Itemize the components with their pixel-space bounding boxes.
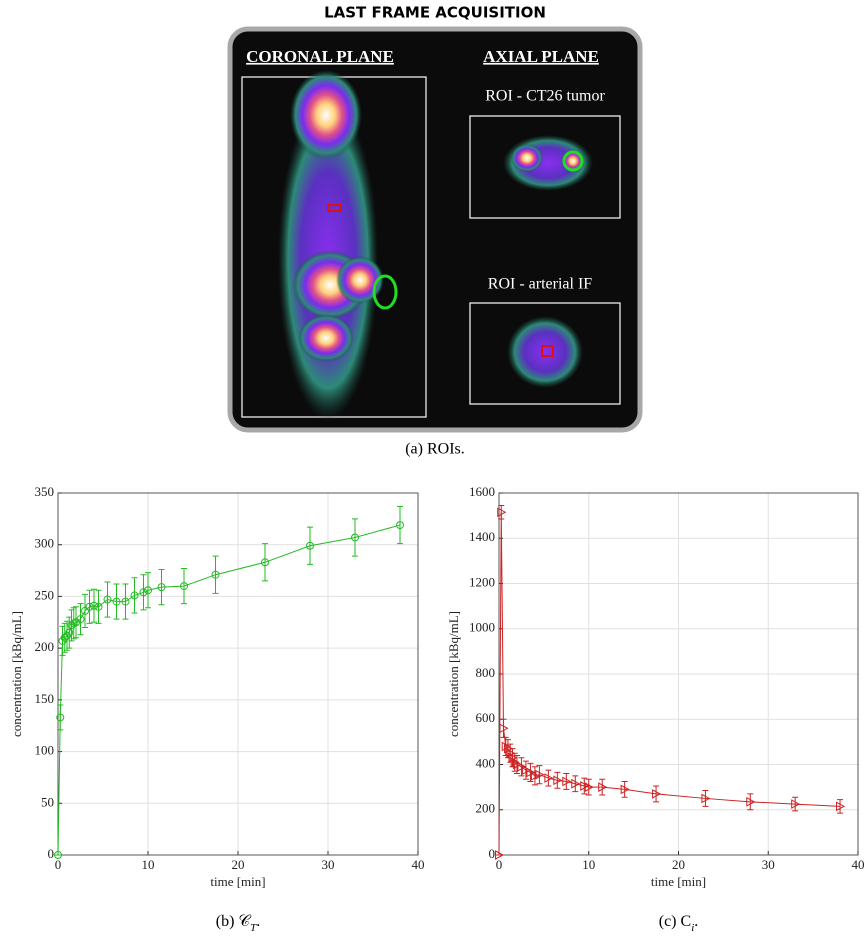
x-axis-label: time [min] [651, 874, 706, 889]
x-tick-label: 0 [55, 857, 62, 872]
x-tick-label: 40 [412, 857, 425, 872]
axial-label: AXIAL PLANE [483, 47, 599, 66]
caption: (b) 𝒞T. [216, 913, 260, 934]
y-tick-label: 200 [476, 801, 496, 816]
y-tick-label: 50 [41, 794, 54, 809]
caption: (a) ROIs. [405, 441, 465, 458]
x-tick-label: 30 [762, 857, 775, 872]
x-tick-label: 30 [322, 857, 335, 872]
caption-part: . [694, 913, 698, 930]
y-axis-label: concentration [kBq/mL] [9, 611, 24, 737]
caption-part: (c) C [659, 913, 691, 930]
x-tick-label: 20 [232, 857, 245, 872]
error-bar [132, 578, 138, 613]
y-tick-label: 200 [35, 639, 55, 654]
error-bar [82, 594, 88, 627]
error-bar [572, 776, 578, 792]
figure: LAST FRAME ACQUISITION CORONAL PLANE AXI… [0, 0, 864, 939]
coronal-label: CORONAL PLANE [246, 47, 394, 66]
caption-part: . [256, 913, 260, 930]
error-bar [397, 506, 403, 543]
error-bar [581, 778, 587, 794]
error-bar [500, 719, 506, 737]
y-tick-label: 100 [35, 743, 55, 758]
data-line [58, 525, 400, 855]
x-tick-label: 10 [582, 857, 595, 872]
x-axis-label: time [min] [210, 874, 265, 889]
y-tick-label: 0 [489, 846, 496, 861]
caption: (c) Ci. [659, 913, 699, 934]
y-tick-label: 1600 [469, 484, 495, 499]
error-bar [262, 544, 268, 581]
y-tick-label: 300 [35, 536, 55, 551]
caption-part: (b) 𝒞 [216, 913, 252, 930]
y-tick-label: 350 [35, 484, 55, 499]
y-tick-label: 1200 [469, 574, 495, 589]
data-line [499, 512, 840, 855]
x-tick-label: 40 [852, 857, 864, 872]
y-tick-label: 150 [35, 691, 55, 706]
y-tick-label: 1000 [469, 620, 495, 635]
roi-label: ROI - arterial IF [488, 276, 593, 293]
panel-title: LAST FRAME ACQUISITION [324, 4, 546, 22]
y-tick-label: 800 [476, 665, 496, 680]
y-tick-label: 250 [35, 587, 55, 602]
roi-label: ROI - CT26 tumor [485, 88, 605, 105]
x-tick-label: 10 [142, 857, 155, 872]
error-bar [532, 767, 538, 785]
y-tick-label: 600 [476, 710, 496, 725]
error-bar [545, 770, 551, 786]
error-bar [213, 556, 219, 593]
y-axis-label: concentration [kBq/mL] [446, 611, 461, 737]
y-tick-label: 400 [476, 755, 496, 770]
x-tick-label: 20 [672, 857, 685, 872]
x-tick-label: 0 [496, 857, 503, 872]
y-tick-label: 1400 [469, 529, 495, 544]
y-tick-label: 0 [48, 846, 55, 861]
